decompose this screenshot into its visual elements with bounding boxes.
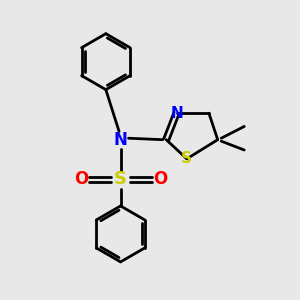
Text: S: S <box>114 170 127 188</box>
Text: N: N <box>170 106 183 121</box>
Text: N: N <box>114 131 128 149</box>
Text: S: S <box>181 151 192 166</box>
Text: O: O <box>74 170 88 188</box>
Text: O: O <box>153 170 167 188</box>
